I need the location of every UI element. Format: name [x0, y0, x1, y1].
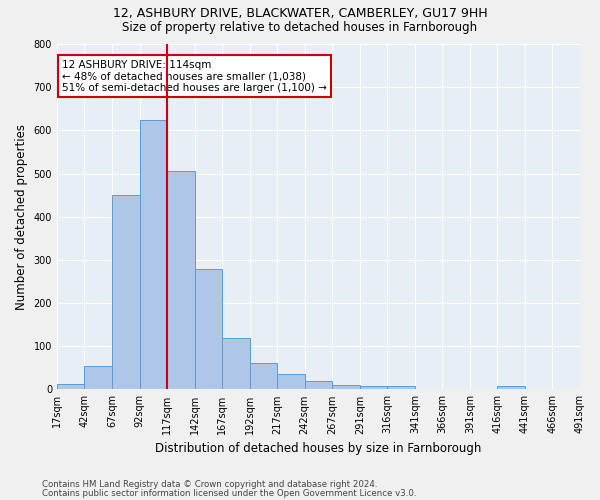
Bar [85, 366, 112, 390]
Bar [194, 268, 222, 390]
Text: Contains public sector information licensed under the Open Government Licence v3: Contains public sector information licen… [42, 490, 416, 498]
Text: 12 ASHBURY DRIVE: 114sqm
← 48% of detached houses are smaller (1,038)
51% of sem: 12 ASHBURY DRIVE: 114sqm ← 48% of detach… [62, 60, 327, 92]
Bar [360, 386, 387, 390]
X-axis label: Distribution of detached houses by size in Farnborough: Distribution of detached houses by size … [155, 442, 482, 455]
Bar [112, 195, 140, 390]
Bar [140, 120, 167, 390]
Bar [497, 386, 525, 390]
Bar [222, 338, 250, 390]
Bar [332, 385, 360, 390]
Text: 12, ASHBURY DRIVE, BLACKWATER, CAMBERLEY, GU17 9HH: 12, ASHBURY DRIVE, BLACKWATER, CAMBERLEY… [113, 8, 487, 20]
Bar [250, 362, 277, 390]
Y-axis label: Number of detached properties: Number of detached properties [15, 124, 28, 310]
Bar [167, 172, 194, 390]
Bar [305, 381, 332, 390]
Bar [57, 384, 85, 390]
Text: Size of property relative to detached houses in Farnborough: Size of property relative to detached ho… [122, 21, 478, 34]
Bar [387, 386, 415, 390]
Text: Contains HM Land Registry data © Crown copyright and database right 2024.: Contains HM Land Registry data © Crown c… [42, 480, 377, 489]
Bar [277, 374, 305, 390]
